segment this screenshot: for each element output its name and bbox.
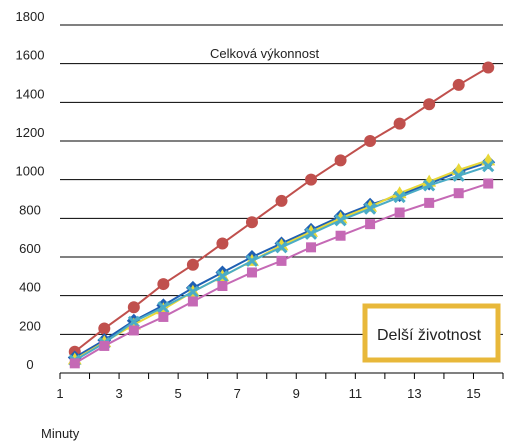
callout-box: Delší životnost	[362, 303, 501, 363]
data-point	[127, 301, 140, 314]
data-point	[363, 199, 378, 212]
data-point	[186, 258, 199, 271]
data-point	[423, 98, 436, 111]
y-tick-label: 600	[19, 241, 41, 256]
data-point	[482, 160, 495, 173]
y-tick-label: 800	[19, 202, 41, 217]
data-point	[98, 322, 111, 335]
y-tick-label: 1200	[16, 125, 45, 140]
y-tick-label: 0	[26, 357, 33, 372]
data-point	[187, 296, 198, 307]
data-point	[276, 255, 287, 266]
data-point	[483, 178, 494, 189]
x-tick-label: 7	[234, 386, 241, 401]
data-point	[333, 211, 348, 224]
y-tick-label: 400	[19, 280, 41, 295]
x-tick-label: 5	[175, 386, 182, 401]
y-tick-label: 200	[19, 318, 41, 333]
data-point	[275, 241, 288, 254]
data-point	[424, 197, 435, 208]
data-point	[305, 173, 318, 186]
series-group	[67, 61, 496, 369]
series-circle	[68, 61, 495, 358]
series-square	[69, 178, 494, 369]
data-point	[157, 301, 170, 314]
data-point	[216, 237, 229, 250]
callout-label: Delší životnost	[377, 327, 482, 344]
x-axis-label: Minuty	[41, 426, 80, 441]
data-point	[453, 188, 464, 199]
x-tick-label: 9	[293, 386, 300, 401]
data-point	[245, 254, 259, 267]
data-point	[274, 238, 289, 251]
data-point	[364, 202, 377, 215]
x-tick-label: 15	[466, 386, 480, 401]
data-point	[127, 315, 140, 328]
callout-frame	[362, 303, 501, 363]
data-point	[365, 219, 376, 230]
data-point	[69, 358, 80, 369]
y-tick-labels: 0 200 400 600 800 1000 1200 1400 1600 1800	[16, 9, 45, 372]
data-point	[216, 270, 229, 283]
y-tick-label: 1600	[16, 48, 45, 63]
data-point	[393, 191, 406, 204]
data-point	[423, 179, 436, 192]
data-point	[304, 224, 319, 237]
x-tick-label: 3	[115, 386, 122, 401]
data-point	[481, 153, 496, 166]
data-point	[245, 216, 258, 229]
data-point	[482, 61, 495, 74]
x-tick-label: 1	[56, 386, 63, 401]
y-tick-label: 1800	[16, 9, 45, 24]
data-point	[394, 207, 405, 218]
data-point	[452, 169, 465, 182]
data-point	[306, 242, 317, 253]
data-point	[364, 135, 377, 147]
data-point	[157, 278, 170, 291]
annotation-celkova-vykonnost: Celková výkonnost	[210, 46, 319, 61]
data-point	[217, 281, 228, 291]
data-point	[128, 325, 139, 336]
data-point	[275, 194, 288, 207]
data-point	[334, 154, 347, 167]
y-tick-label: 1400	[16, 86, 45, 101]
data-point	[246, 267, 257, 278]
x-tick-label: 11	[349, 386, 363, 401]
data-point	[335, 230, 346, 241]
data-point	[158, 311, 169, 322]
data-point	[99, 340, 110, 351]
y-tick-label: 1000	[16, 164, 45, 179]
series-x	[68, 160, 495, 367]
x-axis: 1 3 5 7 9 11 13 15	[56, 373, 504, 401]
data-point	[393, 117, 406, 130]
data-point	[186, 285, 199, 298]
x-tick-label: 13	[407, 386, 421, 401]
data-point	[334, 214, 347, 227]
data-point	[452, 78, 465, 91]
data-point	[304, 227, 318, 240]
